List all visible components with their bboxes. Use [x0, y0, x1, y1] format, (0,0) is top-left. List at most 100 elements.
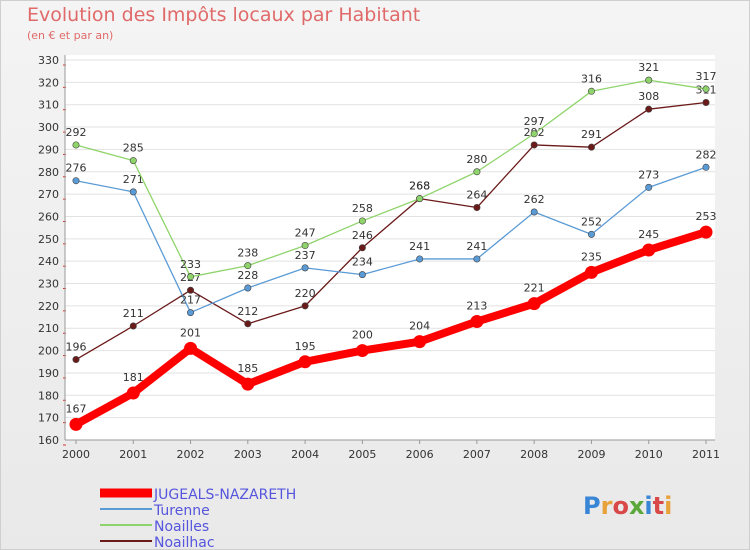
y-tick-label: 310 — [38, 99, 59, 112]
x-tick-label: 2008 — [520, 448, 548, 461]
data-point-noailhac — [130, 323, 136, 329]
data-label-noailles: 285 — [123, 142, 144, 155]
data-label-turenne: 234 — [352, 256, 373, 269]
data-point-noailles — [359, 218, 365, 224]
x-tick-label: 2006 — [406, 448, 434, 461]
data-label-noailhac: 308 — [638, 90, 659, 103]
y-tick-label: 170 — [38, 412, 59, 425]
y-tick-label: 250 — [38, 233, 59, 246]
data-point-noailhac — [73, 356, 79, 362]
data-point-noailles — [416, 195, 422, 201]
x-tick-label: 2010 — [635, 448, 663, 461]
data-label-noailhac: 220 — [295, 287, 316, 300]
legend-label-noailles: Noailles — [154, 519, 209, 535]
data-point-noailhac — [474, 204, 480, 210]
data-label-noailles: 238 — [237, 247, 258, 260]
data-label-noailhac: 246 — [352, 229, 373, 242]
data-point-noailles — [130, 157, 136, 163]
data-label-noailles: 297 — [524, 115, 545, 128]
data-label-jugeals-nazareth: 200 — [352, 329, 373, 342]
data-label-jugeals-nazareth: 181 — [123, 371, 144, 384]
data-label-noailles: 268 — [409, 180, 430, 193]
logo-letter: r — [601, 492, 613, 520]
data-label-noailhac: 196 — [66, 341, 87, 354]
y-tick-label: 260 — [38, 210, 59, 223]
data-point-noailles — [588, 88, 594, 94]
proxiti-logo: Proxiti — [583, 492, 672, 520]
data-label-jugeals-nazareth: 167 — [66, 402, 87, 415]
x-tick-label: 2001 — [119, 448, 147, 461]
x-tick-label: 2009 — [577, 448, 605, 461]
data-point-noailles — [646, 77, 652, 83]
data-point-jugeals-nazareth — [356, 344, 369, 357]
data-label-jugeals-nazareth: 235 — [581, 250, 602, 263]
logo-letter: o — [612, 492, 629, 520]
logo-letter: t — [653, 492, 664, 520]
data-label-jugeals-nazareth: 221 — [524, 282, 545, 295]
x-tick-label: 2004 — [291, 448, 319, 461]
data-point-jugeals-nazareth — [70, 418, 83, 431]
data-label-jugeals-nazareth: 185 — [237, 362, 258, 375]
data-label-turenne: 241 — [466, 240, 487, 253]
data-point-jugeals-nazareth — [528, 297, 541, 310]
data-label-noailhac: 264 — [466, 189, 487, 202]
y-tick-label: 240 — [38, 255, 59, 268]
data-point-noailles — [531, 131, 537, 137]
data-point-jugeals-nazareth — [585, 266, 598, 279]
data-label-noailhac: 291 — [581, 128, 602, 141]
data-point-noailhac — [531, 142, 537, 148]
data-point-jugeals-nazareth — [184, 342, 197, 355]
logo-letter: P — [583, 492, 601, 520]
data-label-noailles: 316 — [581, 72, 602, 85]
data-point-turenne — [187, 309, 193, 315]
data-point-noailles — [187, 274, 193, 280]
x-tick-label: 2007 — [463, 448, 491, 461]
y-tick-label: 280 — [38, 166, 59, 179]
y-tick-label: 270 — [38, 188, 59, 201]
legend-label-jugeals-nazareth: JUGEALS-NAZARETH — [153, 487, 296, 503]
data-point-noailles — [302, 242, 308, 248]
logo-letter: i — [664, 492, 672, 520]
y-tick-label: 290 — [38, 143, 59, 156]
data-point-noailhac — [245, 321, 251, 327]
plot-area — [65, 55, 715, 440]
data-label-noailles: 258 — [352, 202, 373, 215]
data-point-turenne — [73, 178, 79, 184]
data-point-noailhac — [646, 106, 652, 112]
y-tick-label: 330 — [38, 54, 59, 67]
data-point-jugeals-nazareth — [299, 355, 312, 368]
data-point-turenne — [531, 209, 537, 215]
y-tick-label: 320 — [38, 76, 59, 89]
data-point-jugeals-nazareth — [700, 226, 713, 239]
y-tick-label: 190 — [38, 367, 59, 380]
data-label-noailles: 247 — [295, 227, 316, 240]
data-label-noailhac: 212 — [237, 305, 258, 318]
logo-letter: x — [629, 492, 644, 520]
data-label-noailles: 292 — [66, 126, 87, 139]
data-point-jugeals-nazareth — [413, 335, 426, 348]
data-label-noailles: 317 — [696, 70, 717, 83]
x-tick-label: 2003 — [234, 448, 262, 461]
data-point-noailhac — [302, 303, 308, 309]
data-label-jugeals-nazareth: 213 — [466, 300, 487, 313]
data-point-noailhac — [588, 144, 594, 150]
data-label-noailhac: 211 — [123, 307, 144, 320]
data-label-jugeals-nazareth: 204 — [409, 320, 430, 333]
data-point-turenne — [588, 231, 594, 237]
legend-label-turenne: Turenne — [153, 503, 210, 519]
data-label-jugeals-nazareth: 201 — [180, 326, 201, 339]
data-label-turenne: 252 — [581, 215, 602, 228]
data-point-jugeals-nazareth — [127, 387, 140, 400]
data-point-noailhac — [187, 287, 193, 293]
data-label-turenne: 241 — [409, 240, 430, 253]
data-label-noailles: 280 — [466, 153, 487, 166]
data-label-jugeals-nazareth: 253 — [696, 210, 717, 223]
data-point-turenne — [474, 256, 480, 262]
data-point-turenne — [703, 164, 709, 170]
data-point-noailles — [703, 86, 709, 92]
y-tick-label: 180 — [38, 389, 59, 402]
data-point-noailles — [474, 169, 480, 175]
data-point-jugeals-nazareth — [642, 244, 655, 257]
data-label-turenne: 273 — [638, 168, 659, 181]
y-tick-label: 160 — [38, 434, 59, 447]
